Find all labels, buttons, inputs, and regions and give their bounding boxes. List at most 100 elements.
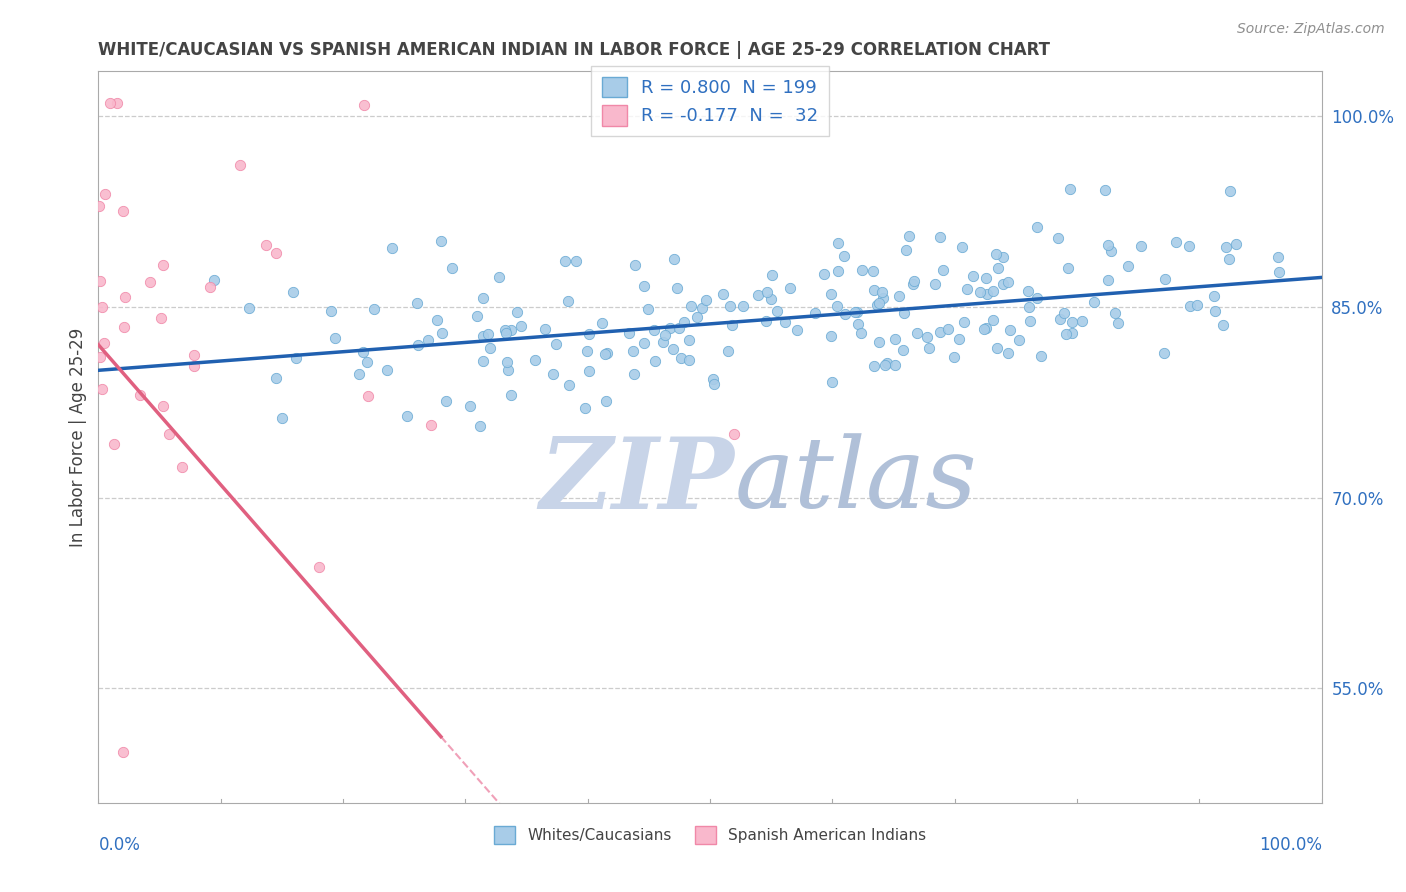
Point bbox=[1026, 291, 1049, 305]
Point bbox=[254, 238, 277, 252]
Point bbox=[229, 157, 252, 171]
Point bbox=[1029, 349, 1052, 363]
Point bbox=[825, 299, 848, 313]
Text: ZIP: ZIP bbox=[540, 433, 734, 529]
Point bbox=[499, 323, 522, 337]
Point bbox=[997, 346, 1019, 360]
Point bbox=[506, 304, 529, 318]
Point bbox=[465, 309, 488, 323]
Point bbox=[554, 254, 576, 268]
Point bbox=[488, 269, 510, 284]
Point bbox=[593, 347, 616, 361]
Point bbox=[1054, 327, 1077, 342]
Point bbox=[578, 327, 600, 342]
Point bbox=[637, 301, 659, 316]
Point bbox=[114, 290, 136, 304]
Point bbox=[827, 264, 849, 278]
Point bbox=[678, 333, 700, 347]
Point bbox=[621, 344, 644, 359]
Point bbox=[1008, 333, 1031, 347]
Point bbox=[591, 316, 613, 330]
Point bbox=[1104, 306, 1126, 320]
Point bbox=[1178, 238, 1201, 252]
Point bbox=[617, 326, 640, 340]
Point bbox=[690, 301, 713, 315]
Point bbox=[406, 338, 429, 352]
Point bbox=[863, 359, 886, 373]
Point bbox=[89, 351, 111, 365]
Y-axis label: In Labor Force | Age 25-29: In Labor Force | Age 25-29 bbox=[69, 327, 87, 547]
Point bbox=[1268, 265, 1291, 279]
Point bbox=[308, 560, 330, 574]
Point bbox=[863, 283, 886, 297]
Point bbox=[578, 364, 600, 378]
Point bbox=[651, 335, 673, 350]
Point bbox=[1129, 239, 1152, 253]
Point bbox=[510, 319, 533, 334]
Point bbox=[827, 235, 849, 250]
Point bbox=[943, 351, 966, 365]
Point bbox=[426, 313, 449, 327]
Point bbox=[929, 326, 952, 340]
Point bbox=[1070, 313, 1092, 327]
Point bbox=[872, 291, 894, 305]
Text: WHITE/CAUCASIAN VS SPANISH AMERICAN INDIAN IN LABOR FORCE | AGE 25-29 CORRELATIO: WHITE/CAUCASIAN VS SPANISH AMERICAN INDI… bbox=[98, 41, 1050, 59]
Point bbox=[1153, 272, 1175, 286]
Point bbox=[139, 275, 162, 289]
Point bbox=[804, 305, 827, 319]
Point bbox=[866, 298, 889, 312]
Point bbox=[820, 287, 842, 301]
Point bbox=[541, 368, 564, 382]
Point bbox=[915, 330, 938, 344]
Point bbox=[1059, 182, 1081, 196]
Point bbox=[993, 250, 1015, 264]
Point bbox=[1202, 288, 1225, 302]
Point bbox=[1215, 240, 1237, 254]
Point bbox=[418, 333, 440, 347]
Point bbox=[356, 355, 378, 369]
Point bbox=[170, 460, 193, 475]
Point bbox=[1185, 297, 1208, 311]
Point bbox=[574, 401, 596, 416]
Point bbox=[534, 322, 557, 336]
Point bbox=[564, 254, 586, 268]
Point bbox=[868, 335, 890, 350]
Point bbox=[477, 326, 499, 341]
Point bbox=[157, 426, 180, 441]
Point bbox=[183, 348, 205, 362]
Point bbox=[832, 249, 855, 263]
Point bbox=[779, 280, 801, 294]
Point bbox=[685, 310, 707, 325]
Point bbox=[478, 341, 501, 355]
Point bbox=[981, 285, 1004, 299]
Point bbox=[918, 341, 941, 355]
Point bbox=[932, 263, 955, 277]
Point bbox=[395, 409, 418, 424]
Point bbox=[1094, 183, 1116, 197]
Point bbox=[898, 228, 921, 243]
Point bbox=[381, 241, 404, 255]
Point bbox=[472, 353, 495, 368]
Point bbox=[576, 344, 599, 359]
Point bbox=[419, 418, 441, 433]
Text: 100.0%: 100.0% bbox=[1258, 836, 1322, 854]
Point bbox=[150, 310, 173, 325]
Text: atlas: atlas bbox=[734, 434, 977, 529]
Point bbox=[695, 293, 717, 307]
Point bbox=[405, 295, 427, 310]
Point bbox=[623, 258, 645, 272]
Point bbox=[928, 230, 950, 244]
Point bbox=[884, 358, 907, 372]
Point bbox=[266, 371, 288, 385]
Point bbox=[846, 317, 869, 331]
Point bbox=[264, 245, 287, 260]
Point bbox=[90, 382, 112, 396]
Point bbox=[813, 267, 835, 281]
Point bbox=[862, 264, 884, 278]
Point bbox=[105, 96, 128, 111]
Point bbox=[111, 204, 134, 219]
Point bbox=[1153, 345, 1175, 359]
Point bbox=[1166, 235, 1188, 249]
Point bbox=[821, 376, 844, 390]
Point bbox=[98, 96, 121, 111]
